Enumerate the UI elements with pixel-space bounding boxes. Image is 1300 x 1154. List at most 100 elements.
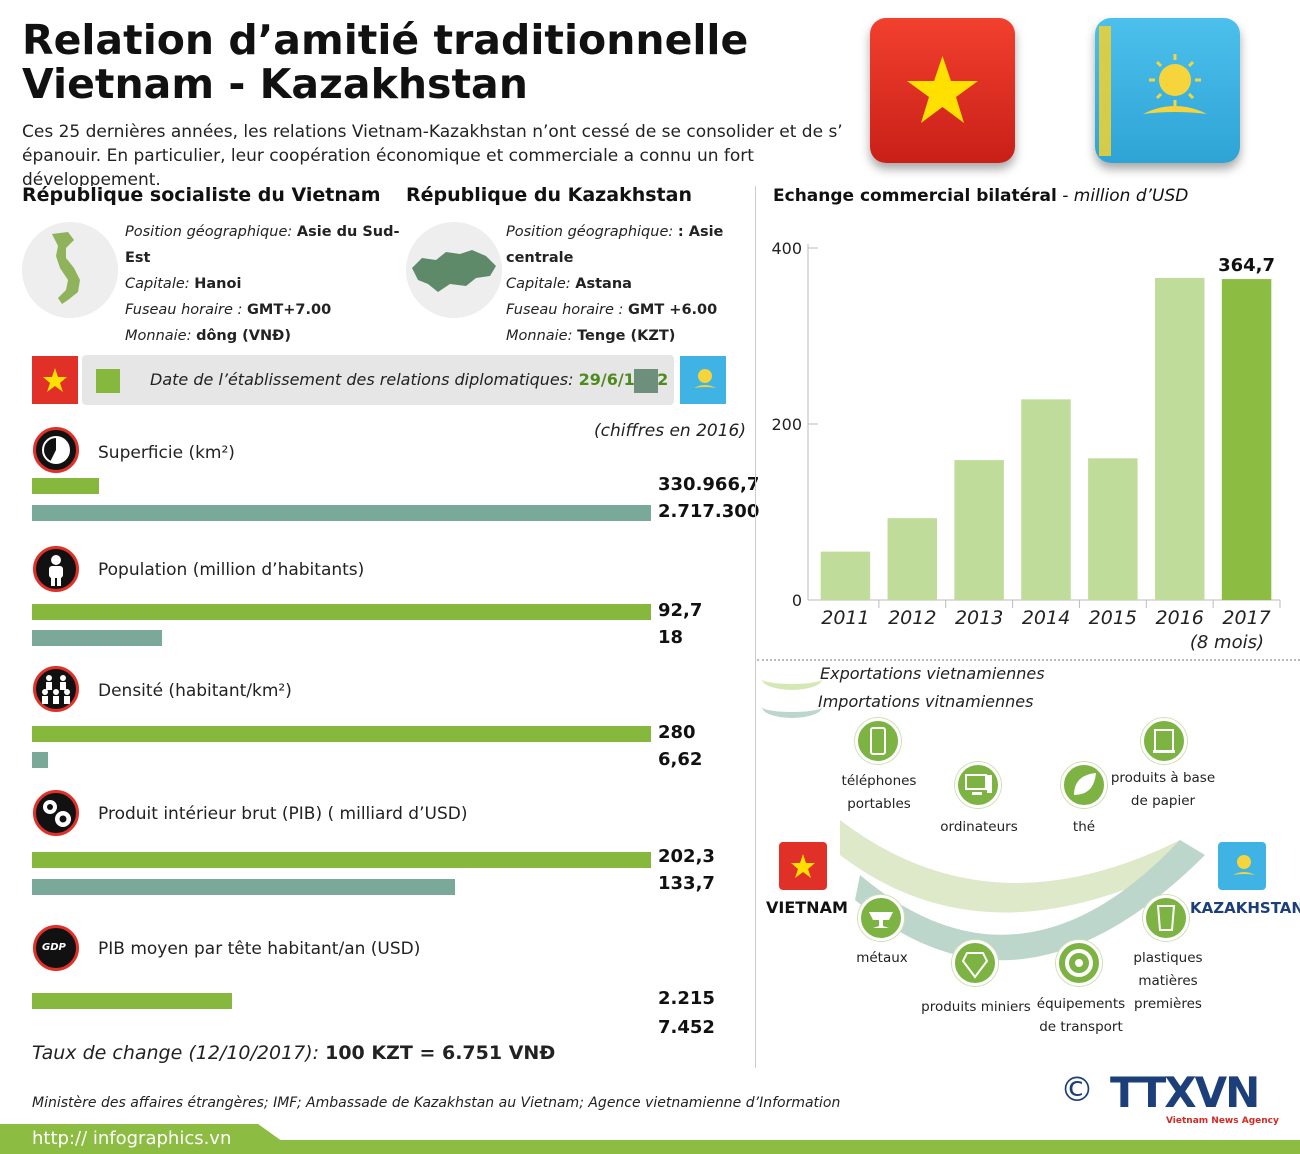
imports-arc <box>855 840 1205 961</box>
trade-arcs <box>840 820 1205 961</box>
kazakhstan-map-icon <box>412 250 496 292</box>
x-tick-label-2012: 2012 <box>888 607 936 629</box>
x-tick-label-2013: 2013 <box>955 607 1003 629</box>
kazakhstan-capital: Capitale: Astana <box>506 276 632 292</box>
star-icon <box>907 56 978 123</box>
vietnam-currency: Monnaie: dông (VNĐ) <box>125 328 291 344</box>
anvil-icon <box>858 895 904 941</box>
kazakhstan-position: Position géographique: : Asie centrale <box>506 224 724 266</box>
x-tick-label-2016: 2016 <box>1156 607 1204 629</box>
group-icon <box>33 666 79 712</box>
densite-kazakhstan-value: 6,62 <box>658 749 703 770</box>
footer-band <box>0 1140 1300 1154</box>
computer-icon <box>955 762 1001 808</box>
bar-2015 <box>1088 458 1138 600</box>
population-vietnam-bar <box>32 604 651 620</box>
vietnam-legend-swatch <box>96 369 120 393</box>
vietnam-map <box>22 222 118 318</box>
y-tick-label: 200 <box>771 415 802 434</box>
sun-icon <box>1233 855 1255 875</box>
x-tick-label-2017: 2017 <box>1222 607 1270 629</box>
stat-label-pib: Produit intérieur brut (PIB) ( milliard … <box>98 804 468 824</box>
stat-label-population: Population (million d’habitants) <box>98 560 365 580</box>
pib-kazakhstan-bar <box>32 879 455 895</box>
densite-vietnam-bar <box>32 726 651 742</box>
import-plastics: plastiques matières premières <box>1133 950 1203 1012</box>
diplomacy-bar <box>82 355 674 405</box>
pib-per-capita-vietnam-value: 2.215 <box>658 988 715 1009</box>
trade-bar-chart: 0 200 400 2011 2012 2013 2014 2015 2016 2017 364,7… <box>771 239 1281 653</box>
vietnam-flag-small <box>32 356 78 404</box>
vietnam-position: Position géographique: Asie du Sud-Est <box>125 224 400 266</box>
bar-2017 <box>1221 279 1272 600</box>
densite-kazakhstan-bar <box>32 752 48 768</box>
population-vietnam-value: 92,7 <box>658 600 703 621</box>
densite-vietnam-value: 280 <box>658 722 696 743</box>
intro-text: Ces 25 dernières années, les relations V… <box>22 122 843 186</box>
chart-title: Echange commercial bilatéral - million d… <box>773 186 1189 206</box>
export-tea: thé <box>1072 819 1096 835</box>
ttxvn-logo: TTXVN <box>1110 1068 1260 1117</box>
page-title: Relation d’amitié traditionnelle Vietnam… <box>22 18 748 106</box>
import-mining-products: produits miniers <box>921 999 1031 1015</box>
star-icon <box>791 854 815 878</box>
x-tick-label-2014: 2014 <box>1022 607 1070 629</box>
paper-icon <box>1141 718 1187 764</box>
note-year: (chiffres en 2016) <box>594 421 746 441</box>
export-computers: ordinateurs <box>940 819 1018 835</box>
superficie-kazakhstan-bar <box>32 505 651 521</box>
kazakhstan-heading: République du Kazakhstan <box>406 184 692 206</box>
vietnam-map-icon <box>52 232 80 304</box>
superficie-vietnam-value: 330.966,7 <box>658 474 760 495</box>
pib-vietnam-bar <box>32 852 651 868</box>
kazakhstan-timezone: Fuseau horaire : GMT +6.00 <box>506 302 718 318</box>
x-tick-label-2015: 2015 <box>1089 607 1137 629</box>
kazakhstan-currency: Monnaie: Tenge (KZT) <box>506 328 676 344</box>
stat-label-superficie: Superficie (km²) <box>98 443 235 463</box>
vietnam-timezone: Fuseau horaire : GMT+7.00 <box>125 302 332 318</box>
pib-kazakhstan-value: 133,7 <box>658 873 715 894</box>
title-line-2: Vietnam - Kazakhstan <box>22 60 528 108</box>
copyright-symbol: © <box>1060 1070 1094 1110</box>
logo-subtitle: Vietnam News Agency <box>1166 1116 1279 1126</box>
superficie-vietnam-bar <box>32 478 99 494</box>
import-metals: métaux <box>856 950 908 966</box>
pib-vietnam-value: 202,3 <box>658 846 715 867</box>
import-transport-equipment: équipements de transport <box>1036 996 1126 1035</box>
population-kazakhstan-bar <box>32 630 162 646</box>
vietnam-heading: République socialiste du Vietnam <box>22 184 381 206</box>
stat-label-densite: Densité (habitant/km²) <box>98 681 292 701</box>
exchange-rate: Taux de change (12/10/2017): 100 KZT = 6… <box>32 1042 556 1064</box>
kazakhstan-legend-swatch <box>634 369 658 393</box>
mineral-icon <box>952 940 998 986</box>
pie-chart-icon <box>33 427 79 473</box>
stat-label-pib-per-capita: PIB moyen par tête habitant/an (USD) <box>98 939 421 959</box>
data-label-2017: 364,7 <box>1218 255 1275 276</box>
vietnam-info: Position géographique: Asie du Sud-Est C… <box>125 219 400 349</box>
source-text: Ministère des affaires étrangères; IMF; … <box>32 1095 841 1111</box>
exports-arc <box>840 820 1200 913</box>
gdp-icon: GDP <box>33 925 79 971</box>
y-tick-label: 0 <box>792 591 802 610</box>
exports-legend-label: Exportations vietnamiennes <box>820 664 1045 683</box>
tire-icon <box>1056 940 1102 986</box>
bar-2014 <box>1021 399 1071 600</box>
kazakhstan-map <box>406 222 502 318</box>
tea-leaf-icon <box>1061 762 1107 808</box>
imports-legend-swatch <box>762 696 822 718</box>
kazakhstan-flag-large <box>1095 18 1240 163</box>
sun-eagle-icon <box>1099 26 1207 156</box>
pib-per-capita-kazakhstan-value: 7.452 <box>658 1017 715 1038</box>
footer-url[interactable]: http:// infographics.vn <box>0 1124 300 1154</box>
vietnam-flag-trade <box>779 842 827 890</box>
kazakhstan-info: Position géographique: : Asie centrale C… <box>506 219 761 349</box>
superficie-kazakhstan-value: 2.717.300 <box>658 501 760 522</box>
kazakhstan-flag-trade <box>1218 842 1266 890</box>
vietnam-trade-label: VIETNAM <box>766 898 848 917</box>
kazakhstan-trade-label: KAZAKHSTAN <box>1190 899 1300 917</box>
exports-legend-swatch <box>762 668 822 690</box>
export-paper: produits à base de papier <box>1110 770 1216 809</box>
gears-icon <box>33 790 79 836</box>
bar-2013 <box>954 460 1004 600</box>
vietnam-flag-large <box>870 18 1015 163</box>
